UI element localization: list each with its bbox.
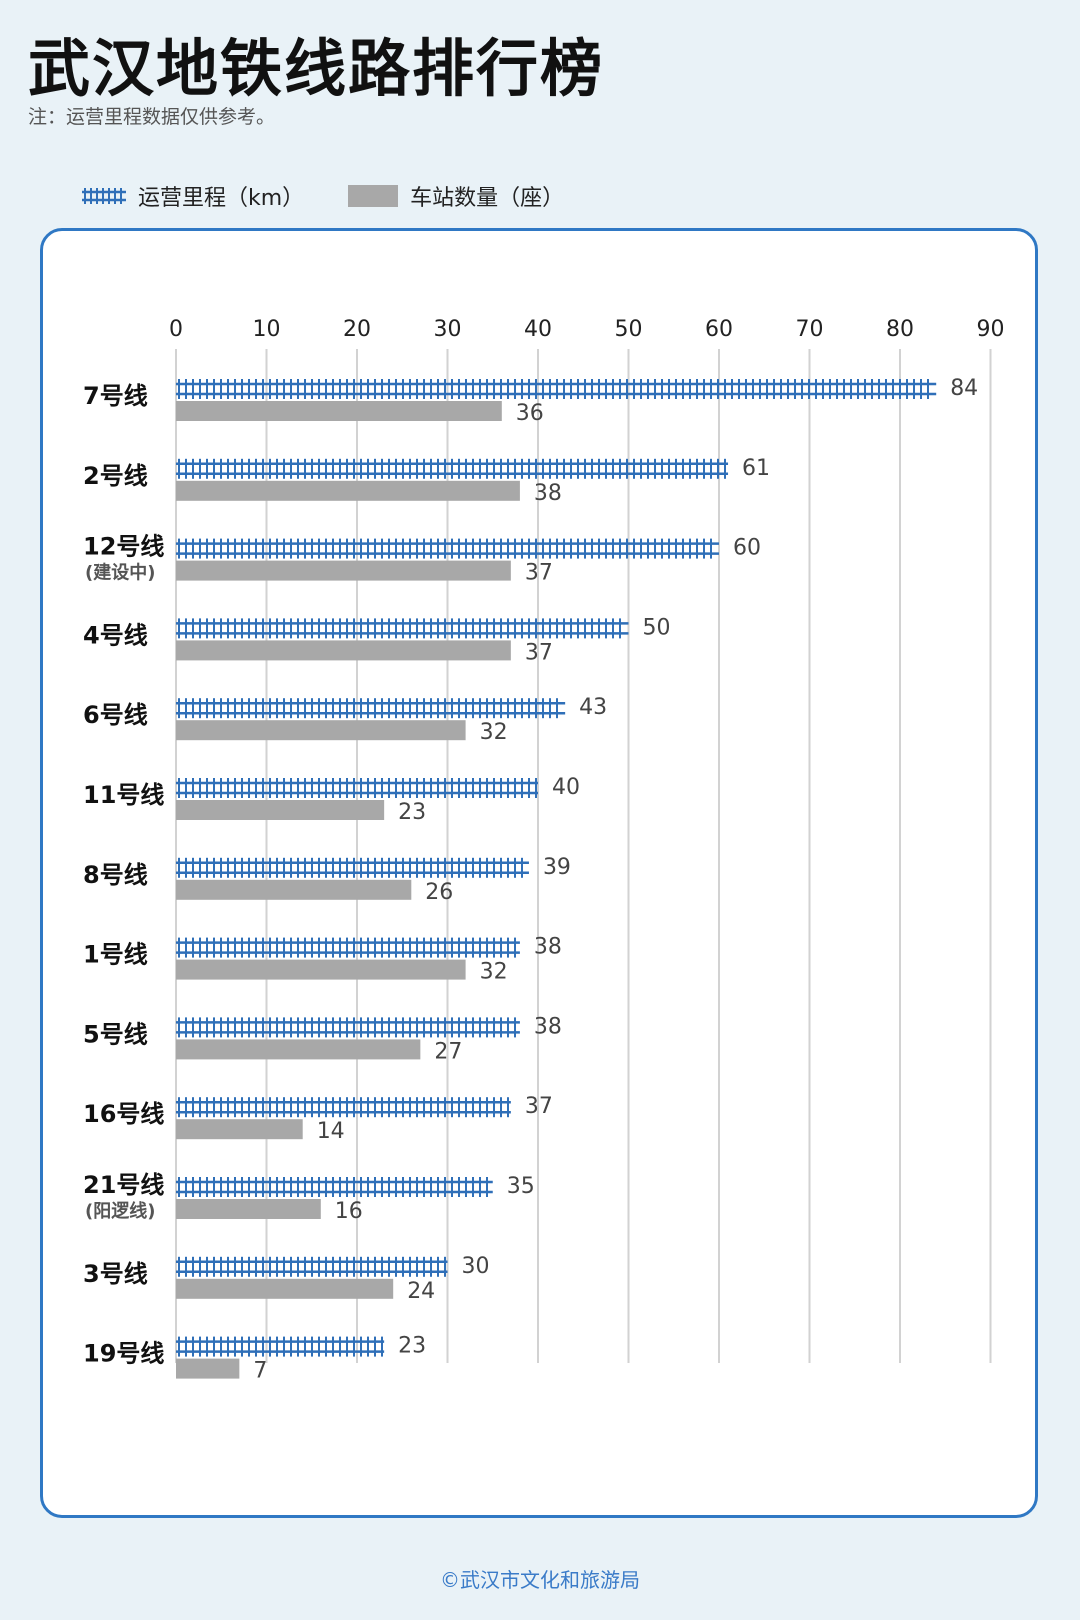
category-label: 5号线	[83, 1020, 148, 1048]
source-credit: ©武汉市文化和旅游局	[440, 1568, 640, 1592]
mileage-value-label: 37	[525, 1094, 553, 1119]
mileage-value-label: 43	[579, 695, 607, 720]
category-label: 7号线	[83, 382, 148, 410]
mileage-value-label: 61	[742, 456, 770, 481]
stations-value-label: 32	[480, 720, 508, 745]
x-tick-label: 80	[886, 317, 914, 342]
stations-value-label: 26	[425, 880, 453, 905]
mileage-bar	[176, 698, 566, 719]
mileage-bar	[176, 937, 520, 958]
stations-bar	[176, 1199, 321, 1219]
stations-value-label: 23	[398, 800, 426, 825]
x-tick-label: 30	[434, 317, 462, 342]
stations-value-label: 38	[534, 481, 562, 506]
stations-value-label: 36	[516, 401, 544, 426]
chart-legend: 运营里程（km） 车站数量（座）	[82, 180, 594, 212]
mileage-bar	[176, 1017, 520, 1038]
mileage-value-label: 35	[507, 1174, 535, 1199]
stations-bar	[176, 401, 502, 421]
mileage-bar	[176, 857, 529, 878]
mileage-value-label: 38	[534, 1014, 562, 1039]
category-label: 3号线	[83, 1260, 148, 1288]
legend-label-mileage: 运营里程（km）	[138, 186, 305, 211]
category-label: 1号线	[83, 941, 148, 969]
mileage-bar	[176, 1097, 511, 1118]
mileage-bar	[176, 538, 719, 559]
category-label: 16号线	[83, 1100, 164, 1128]
category-label: 2号线	[83, 462, 148, 490]
mileage-bar	[176, 778, 538, 798]
category-sublabel: (建设中)	[85, 562, 155, 584]
category-label: 8号线	[83, 861, 148, 889]
mileage-bar	[176, 1256, 448, 1277]
mileage-bar	[176, 1336, 385, 1357]
stations-bar	[176, 1358, 240, 1379]
legend-item-mileage: 运营里程（km）	[82, 180, 304, 212]
category-label: 11号线	[83, 781, 164, 809]
stations-value-label: 14	[317, 1119, 345, 1144]
category-label: 6号线	[83, 701, 148, 729]
x-tick-label: 50	[615, 317, 643, 342]
stations-value-label: 32	[480, 960, 508, 985]
mileage-value-label: 38	[534, 935, 562, 960]
category-label: 4号线	[83, 621, 148, 649]
mileage-value-label: 84	[950, 376, 978, 401]
mileage-bar	[176, 1177, 493, 1197]
category-sublabel: (阳逻线)	[85, 1200, 155, 1222]
mileage-bar	[176, 458, 729, 479]
stations-value-label: 27	[434, 1039, 462, 1064]
legend-label-stations: 车站数量（座）	[410, 186, 565, 211]
stations-bar	[176, 720, 466, 741]
x-tick-label: 90	[977, 317, 1005, 342]
mileage-value-label: 50	[643, 615, 671, 640]
x-tick-label: 0	[169, 317, 183, 342]
mileage-value-label: 23	[398, 1334, 426, 1359]
mileage-bar	[176, 379, 937, 399]
x-tick-label: 10	[253, 317, 281, 342]
category-label: 21号线	[83, 1171, 164, 1199]
stations-value-label: 7	[253, 1359, 267, 1384]
stations-value-label: 16	[335, 1199, 363, 1224]
track-swatch-icon	[82, 188, 126, 204]
chart-panel: 0 10 20 30 40 50 60 70 80 90 7号线 84 36 2号线 61 38 12号线 (建设…	[40, 228, 1038, 1518]
gray-swatch-icon	[348, 185, 399, 207]
category-label: 12号线	[83, 533, 164, 561]
mileage-value-label: 30	[462, 1254, 490, 1279]
x-tick-label: 70	[796, 317, 824, 342]
stations-bar	[176, 879, 412, 900]
x-tick-label: 40	[524, 317, 552, 342]
bar-chart: 0 10 20 30 40 50 60 70 80 90 7号线 84 36 2号线 61 38 12号线(建设…	[83, 317, 1005, 1384]
mileage-value-label: 60	[733, 536, 761, 561]
stations-value-label: 37	[525, 561, 553, 586]
mileage-value-label: 39	[543, 855, 571, 880]
mileage-bar	[176, 618, 629, 639]
mileage-value-label: 40	[552, 775, 580, 800]
stations-bar	[176, 640, 511, 661]
stations-bar	[176, 560, 511, 581]
category-label: 19号线	[83, 1340, 164, 1368]
stations-bar	[176, 1039, 421, 1060]
legend-item-stations: 车站数量（座）	[348, 180, 564, 212]
page-title: 武汉地铁线路排行榜	[28, 32, 605, 105]
x-tick-label: 20	[343, 317, 371, 342]
x-tick-label: 60	[705, 317, 733, 342]
stations-value-label: 24	[407, 1279, 435, 1304]
stations-bar	[176, 800, 385, 820]
data-note: 注：运营里程数据仅供参考。	[28, 106, 276, 128]
stations-bar	[176, 480, 520, 501]
stations-bar	[176, 1119, 303, 1140]
stations-bar	[176, 1278, 394, 1299]
stations-bar	[176, 959, 466, 980]
stations-value-label: 37	[525, 640, 553, 665]
